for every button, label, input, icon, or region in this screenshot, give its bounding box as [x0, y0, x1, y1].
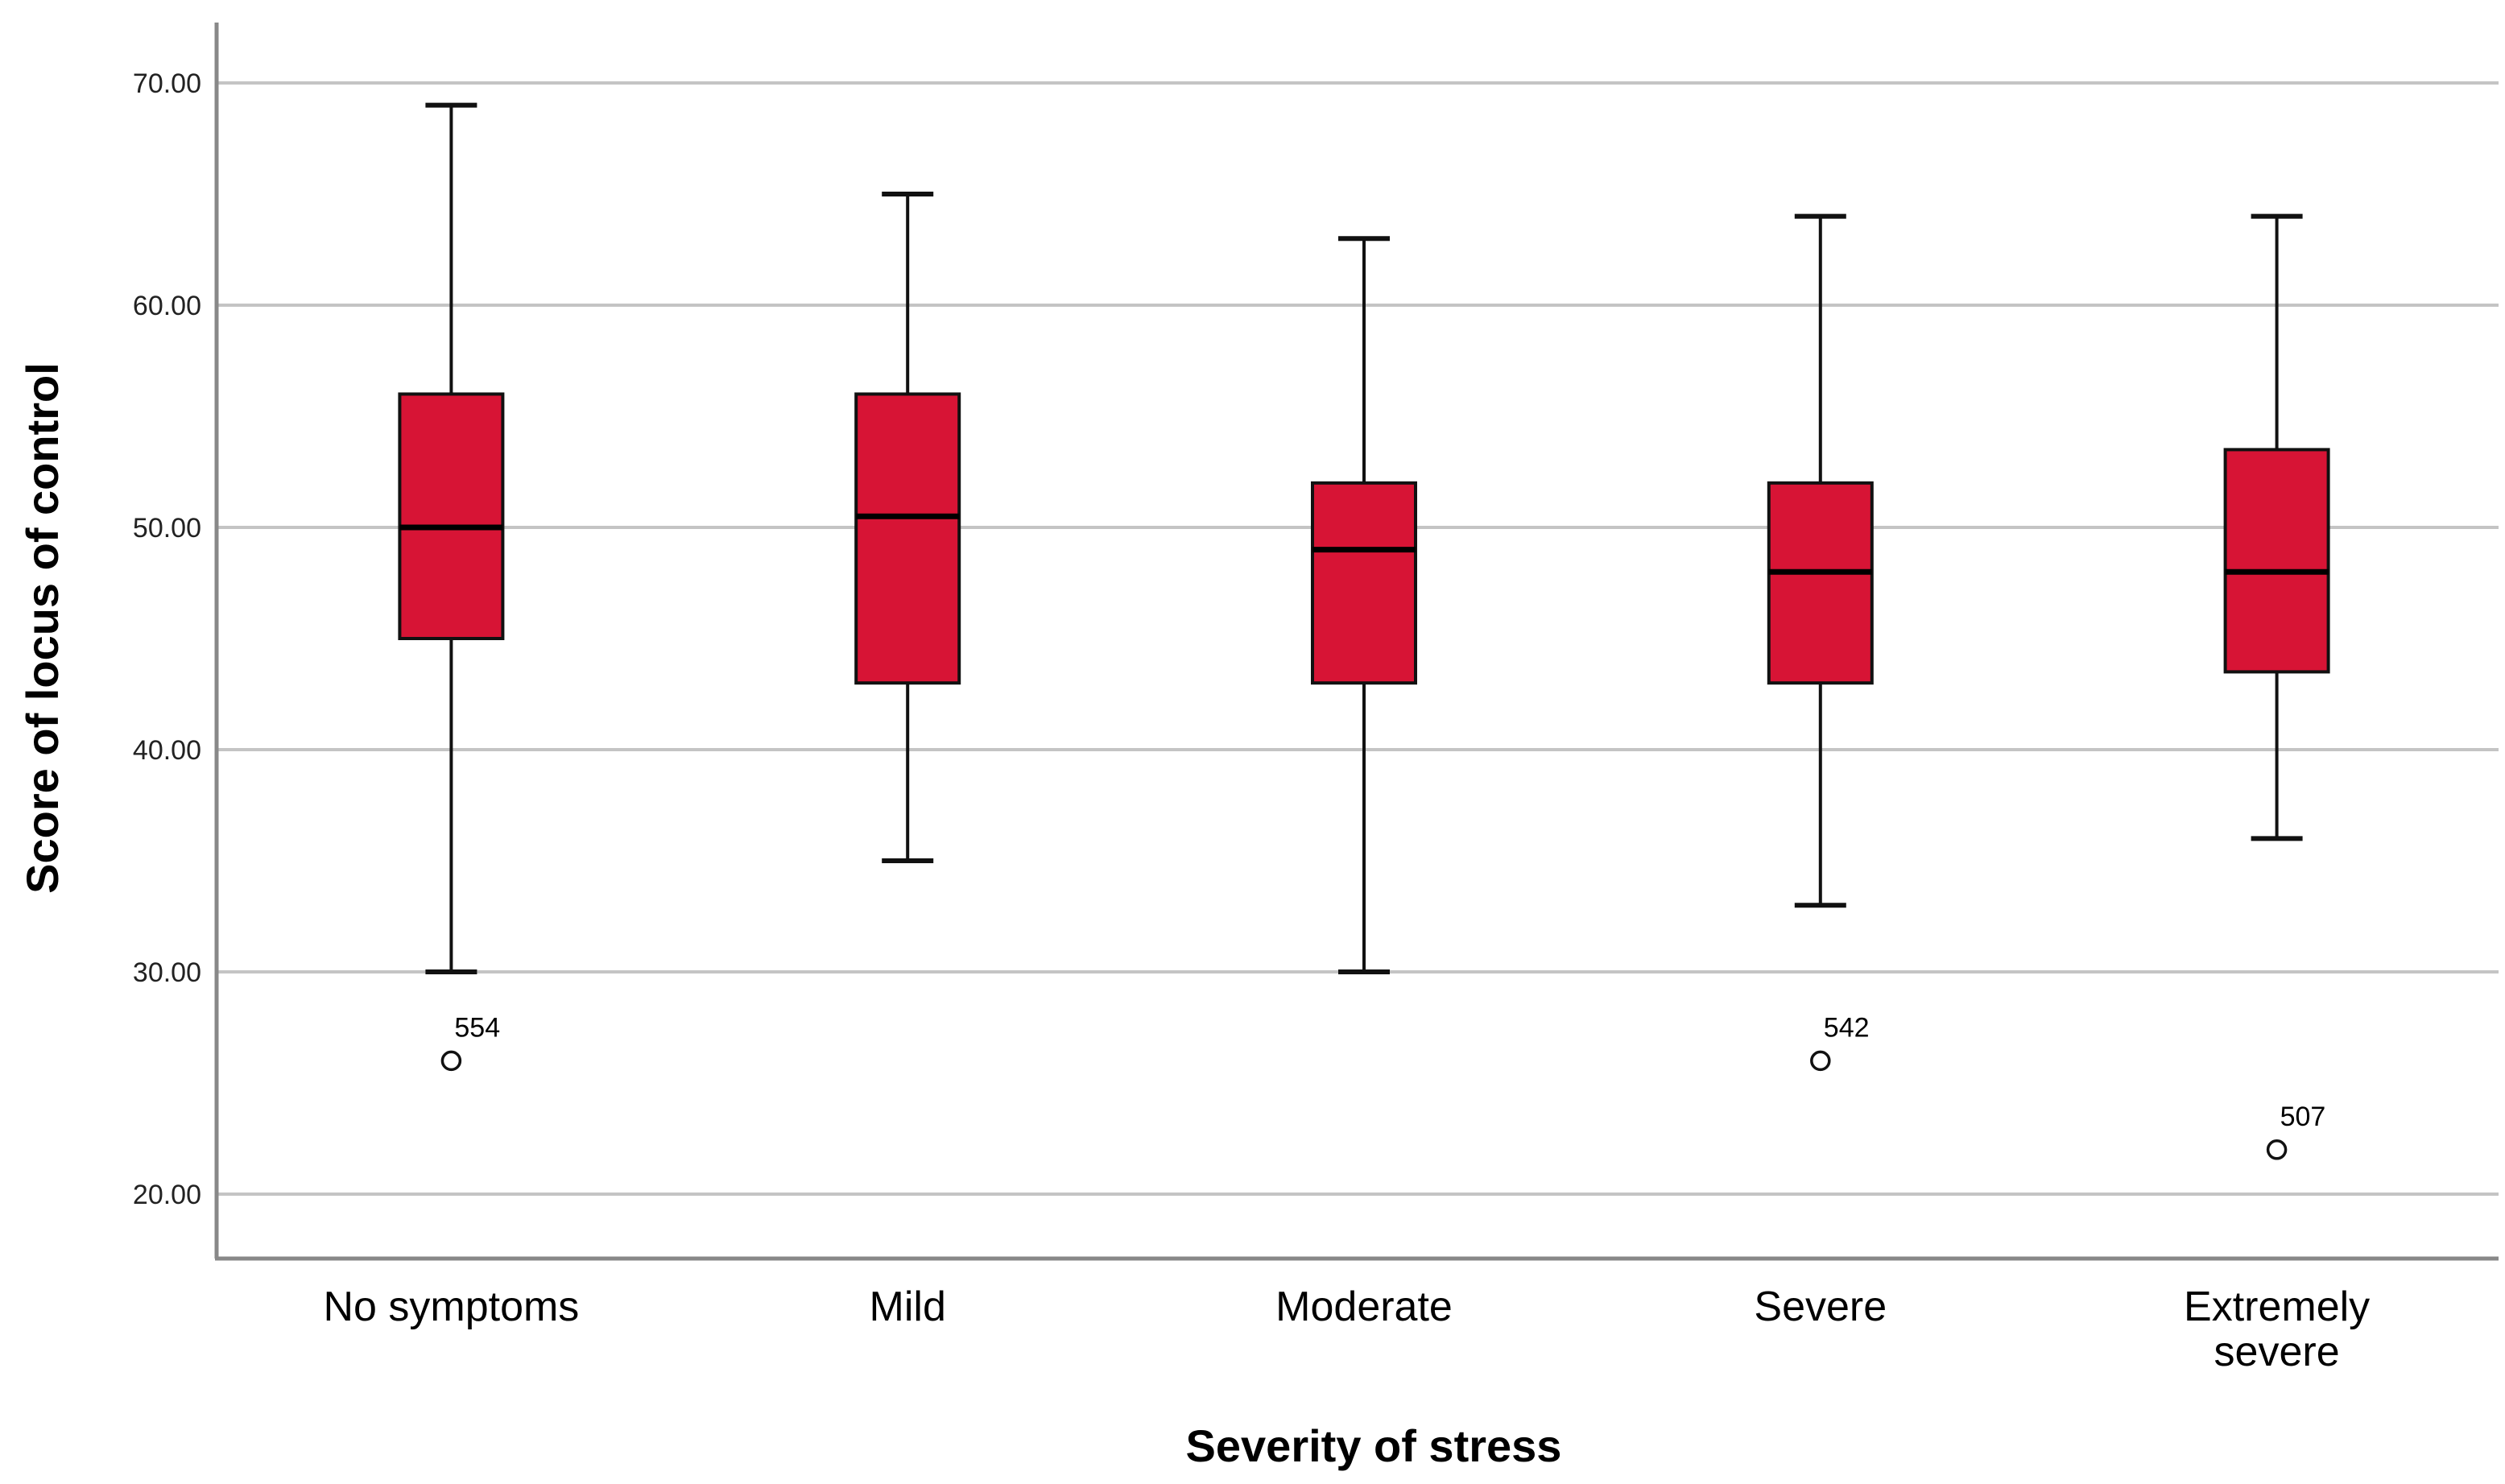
iqr-box — [854, 392, 961, 685]
outlier-label: 542 — [1824, 1012, 1870, 1043]
x-category-label: Extremely severe — [2184, 1284, 2370, 1375]
x-category-label: Moderate — [1275, 1284, 1453, 1330]
x-category-label-line: Mild — [870, 1284, 946, 1330]
x-category-label: No symptoms — [323, 1284, 579, 1330]
outlier-point — [440, 1050, 462, 1072]
y-axis-title: Score of locus of control — [17, 362, 68, 894]
box-group — [1311, 236, 1417, 974]
x-category-label-line: No symptoms — [323, 1284, 579, 1330]
iqr-box — [398, 392, 505, 640]
box-group — [854, 192, 961, 863]
x-category-label-line: Extremely — [2184, 1284, 2370, 1330]
y-tick-label: 60.00 — [133, 291, 201, 321]
iqr-box — [1311, 481, 1417, 685]
x-category-label: Severe — [1754, 1284, 1887, 1330]
y-tick-label: 70.00 — [133, 68, 201, 99]
x-category-label-line: Severe — [1754, 1284, 1887, 1330]
x-category-label-line: severe — [2214, 1329, 2340, 1375]
outlier-label: 507 — [2280, 1102, 2326, 1132]
iqr-box — [2223, 448, 2330, 674]
box-group: 554 — [398, 102, 505, 1072]
y-tick-label: 40.00 — [133, 735, 201, 766]
outlier-label: 554 — [454, 1012, 500, 1043]
x-category-label: Mild — [870, 1284, 946, 1330]
box-group: 507 — [2223, 213, 2330, 1160]
outlier-point — [2266, 1139, 2288, 1160]
y-tick-label: 30.00 — [133, 957, 201, 988]
y-tick-label: 20.00 — [133, 1180, 201, 1210]
iqr-box — [1767, 481, 1874, 685]
outlier-point — [1810, 1050, 1831, 1072]
y-tick-label: 50.00 — [133, 513, 201, 544]
box-group: 542 — [1767, 213, 1874, 1072]
x-category-label-line: Moderate — [1275, 1284, 1453, 1330]
x-axis-title: Severity of stress — [1186, 1420, 1562, 1471]
